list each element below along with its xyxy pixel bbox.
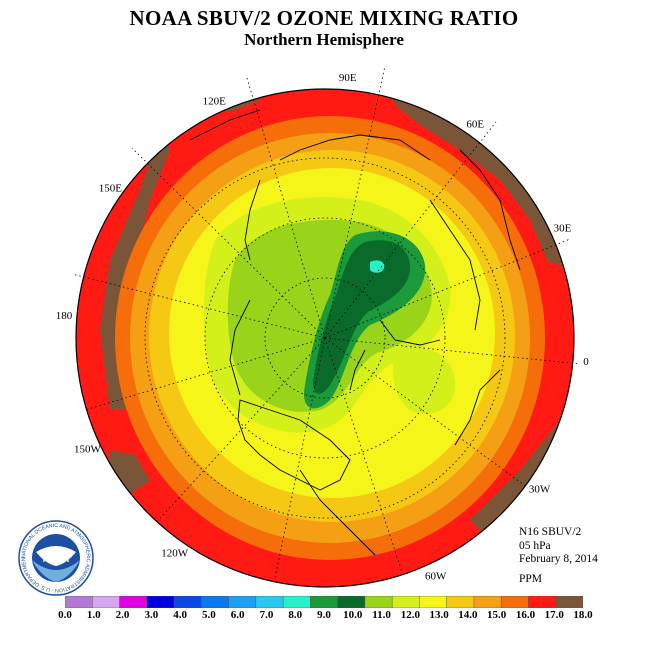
colorbar-swatch — [255, 596, 284, 608]
colorbar-tick-label: 14.0 — [458, 609, 478, 621]
colorbar-swatch — [528, 596, 557, 608]
colorbar-swatch — [201, 596, 230, 608]
colorbar-swatch — [419, 596, 448, 608]
svg-text:NOAA: NOAA — [43, 554, 70, 564]
colorbar-swatch — [92, 596, 121, 608]
colorbar-swatch — [228, 596, 257, 608]
colorbar-tick-label: 1.0 — [86, 609, 101, 621]
longitude-label: 150W — [74, 444, 102, 456]
satellite-label: N16 SBUV/2 — [519, 526, 582, 538]
colorbar-swatch — [391, 596, 420, 608]
map-title: NOAA SBUV/2 OZONE MIXING RATIO — [129, 6, 519, 30]
colorbar-tick-label: 10.0 — [343, 609, 363, 621]
longitude-label: 120W — [161, 548, 189, 560]
colorbar-swatch — [337, 596, 366, 608]
colorbar-tick-label: 18.0 — [573, 609, 593, 621]
colorbar-swatch — [364, 596, 393, 608]
colorbar-swatch — [555, 596, 583, 608]
colorbar-swatch — [173, 596, 202, 608]
colorbar-swatch — [473, 596, 502, 608]
colorbar-swatch — [446, 596, 475, 608]
map-border — [75, 88, 575, 588]
longitude-label: 60E — [466, 118, 484, 130]
colorbar-tick-label: 7.0 — [259, 609, 274, 621]
units-label: PPM — [519, 573, 543, 585]
colorbar-tick-label: 17.0 — [544, 609, 564, 621]
info-block: N16 SBUV/2 05 hPa February 8, 2014 — [519, 526, 598, 567]
colorbar-tick-label: 11.0 — [372, 609, 391, 621]
colorbar-tick-label: 12.0 — [400, 609, 420, 621]
colorbar-tick-label: 4.0 — [173, 609, 187, 621]
pressure-label: 05 hPa — [519, 539, 551, 552]
colorbar-swatch — [65, 596, 93, 608]
colorbar-tick-label: 3.0 — [144, 609, 159, 621]
graticule — [71, 65, 581, 579]
longitude-label: 60W — [425, 571, 447, 583]
colorbar-tick-label: 9.0 — [317, 609, 331, 621]
colorbar-swatch — [146, 596, 175, 608]
colorbar-tick-label: 16.0 — [515, 609, 536, 621]
map-subtitle: Northern Hemisphere — [244, 30, 404, 49]
colorbar-swatch — [500, 596, 530, 608]
longitude-label: 180 — [56, 310, 73, 322]
colorbar-swatch — [119, 596, 148, 608]
colorbar-tick-label: 13.0 — [429, 609, 449, 621]
longitude-label: 120E — [203, 96, 227, 108]
colorbar-tick-label: 0.0 — [58, 609, 72, 621]
longitude-label: 90E — [339, 72, 357, 84]
longitude-label: 150E — [99, 183, 123, 195]
colorbar-tick-label: 8.0 — [288, 609, 303, 621]
colorbar-tick-label: 6.0 — [230, 609, 245, 621]
longitude-label: 30W — [529, 483, 551, 495]
colorbar-tick-label: 5.0 — [202, 609, 216, 621]
longitude-label: 30E — [554, 222, 572, 234]
date-label: February 8, 2014 — [519, 553, 598, 565]
longitude-labels: 90E60E30E030W60W90W120W150W180150E120E — [56, 72, 590, 606]
coastlines — [189, 109, 521, 556]
longitude-label: 0 — [583, 356, 589, 368]
colorbar — [65, 596, 583, 608]
colorbar-tick-label: 15.0 — [487, 609, 507, 621]
ozone-field — [76, 89, 574, 587]
colorbar-tick-label: 2.0 — [115, 609, 130, 621]
colorbar-swatch — [282, 596, 311, 608]
colorbar-swatch — [310, 596, 339, 608]
noaa-logo: NATIONAL OCEANIC AND ATMOSPHERIC ADMINIS… — [18, 520, 94, 596]
